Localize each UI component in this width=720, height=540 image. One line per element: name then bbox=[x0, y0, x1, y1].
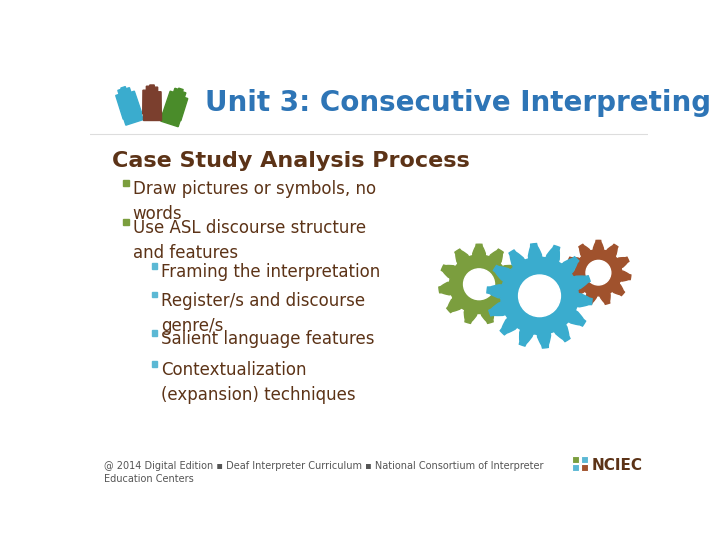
Text: Draw pictures or symbols, no
words: Draw pictures or symbols, no words bbox=[132, 180, 376, 224]
Polygon shape bbox=[166, 88, 179, 118]
Polygon shape bbox=[116, 94, 128, 119]
Polygon shape bbox=[156, 92, 161, 114]
Polygon shape bbox=[162, 91, 175, 116]
Text: Use ASL discourse structure
and features: Use ASL discourse structure and features bbox=[132, 219, 366, 262]
Polygon shape bbox=[125, 87, 138, 116]
Text: @ 2014 Digital Edition ▪ Deaf Interpreter Curriculum ▪ National Consortium of In: @ 2014 Digital Edition ▪ Deaf Interprete… bbox=[104, 461, 544, 484]
Polygon shape bbox=[146, 86, 151, 114]
Polygon shape bbox=[118, 89, 132, 118]
Text: Contextualization
(expansion) techniques: Contextualization (expansion) techniques bbox=[161, 361, 356, 404]
Text: Framing the interpretation: Framing the interpretation bbox=[161, 264, 381, 281]
FancyBboxPatch shape bbox=[122, 180, 129, 186]
FancyBboxPatch shape bbox=[152, 264, 158, 269]
Polygon shape bbox=[143, 112, 161, 120]
Polygon shape bbox=[150, 85, 155, 114]
Text: Salient language features: Salient language features bbox=[161, 330, 375, 348]
Polygon shape bbox=[121, 86, 135, 117]
FancyBboxPatch shape bbox=[152, 292, 158, 298]
Polygon shape bbox=[143, 90, 148, 114]
Polygon shape bbox=[161, 113, 181, 127]
Circle shape bbox=[464, 269, 495, 300]
Polygon shape bbox=[169, 88, 183, 119]
FancyBboxPatch shape bbox=[580, 464, 588, 471]
Text: NCIEC: NCIEC bbox=[591, 458, 642, 473]
Text: Case Study Analysis Process: Case Study Analysis Process bbox=[112, 151, 469, 171]
FancyBboxPatch shape bbox=[580, 456, 588, 463]
FancyBboxPatch shape bbox=[152, 361, 158, 367]
FancyBboxPatch shape bbox=[152, 330, 158, 336]
FancyBboxPatch shape bbox=[572, 456, 579, 463]
Polygon shape bbox=[130, 91, 142, 115]
Polygon shape bbox=[172, 91, 186, 120]
Circle shape bbox=[518, 275, 560, 316]
Polygon shape bbox=[153, 87, 158, 114]
Polygon shape bbox=[566, 240, 631, 305]
Polygon shape bbox=[123, 111, 143, 125]
FancyBboxPatch shape bbox=[122, 219, 129, 225]
Polygon shape bbox=[176, 97, 188, 121]
Circle shape bbox=[586, 260, 611, 285]
Text: Unit 3: Consecutive Interpreting: Unit 3: Consecutive Interpreting bbox=[204, 89, 711, 117]
Polygon shape bbox=[487, 244, 592, 348]
Text: Register/s and discourse
genre/s: Register/s and discourse genre/s bbox=[161, 292, 366, 335]
Polygon shape bbox=[439, 244, 519, 323]
FancyBboxPatch shape bbox=[572, 464, 579, 471]
